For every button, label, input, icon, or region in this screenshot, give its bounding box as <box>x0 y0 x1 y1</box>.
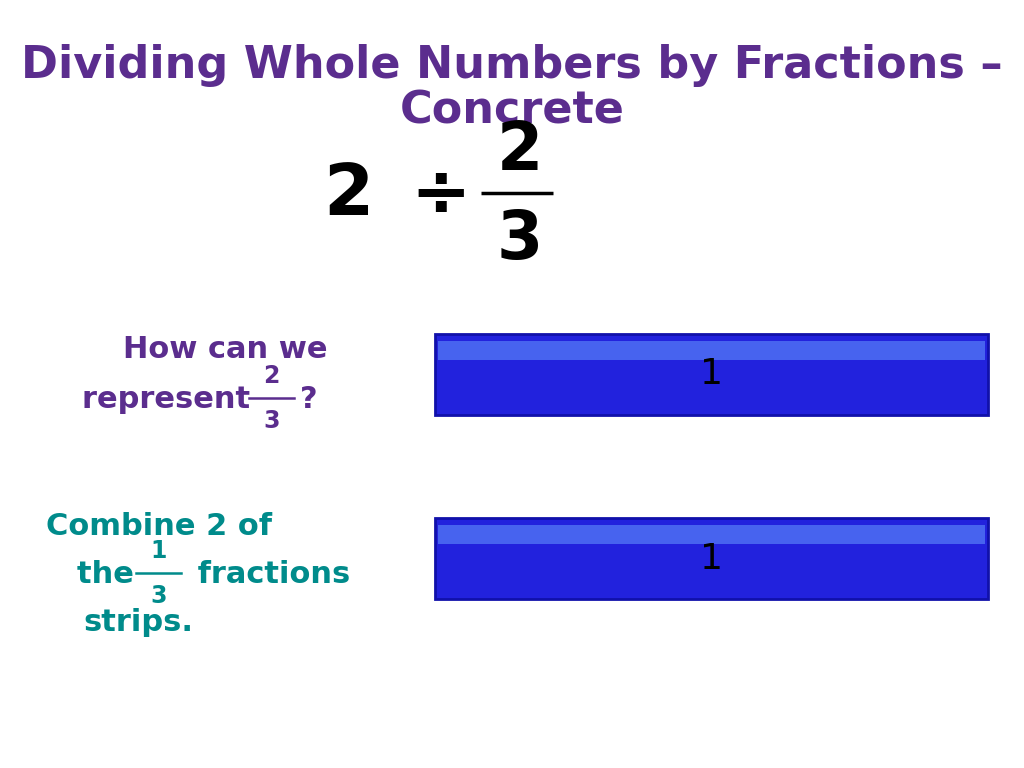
Text: ?: ? <box>300 385 317 414</box>
Text: $\mathbf{2}$: $\mathbf{2}$ <box>496 118 539 184</box>
Text: the: the <box>77 560 144 589</box>
FancyBboxPatch shape <box>438 525 985 545</box>
Text: 3: 3 <box>263 409 280 433</box>
Text: 1: 1 <box>151 539 167 564</box>
Text: 3: 3 <box>151 584 167 608</box>
FancyBboxPatch shape <box>438 340 985 360</box>
FancyBboxPatch shape <box>435 518 988 599</box>
Text: $\mathbf{2\ \div}$: $\mathbf{2\ \div}$ <box>324 161 466 230</box>
Text: strips.: strips. <box>83 607 194 637</box>
Text: 1: 1 <box>700 541 723 576</box>
Text: 1: 1 <box>700 357 723 392</box>
Text: represent: represent <box>82 385 261 414</box>
Text: fractions: fractions <box>187 560 350 589</box>
Text: How can we: How can we <box>123 335 328 364</box>
Text: Dividing Whole Numbers by Fractions –: Dividing Whole Numbers by Fractions – <box>22 44 1002 87</box>
Text: Combine 2 of: Combine 2 of <box>46 511 271 541</box>
Text: $\mathbf{3}$: $\mathbf{3}$ <box>496 207 539 273</box>
Text: 2: 2 <box>263 364 280 389</box>
Text: Concrete: Concrete <box>399 90 625 133</box>
FancyBboxPatch shape <box>435 334 988 415</box>
